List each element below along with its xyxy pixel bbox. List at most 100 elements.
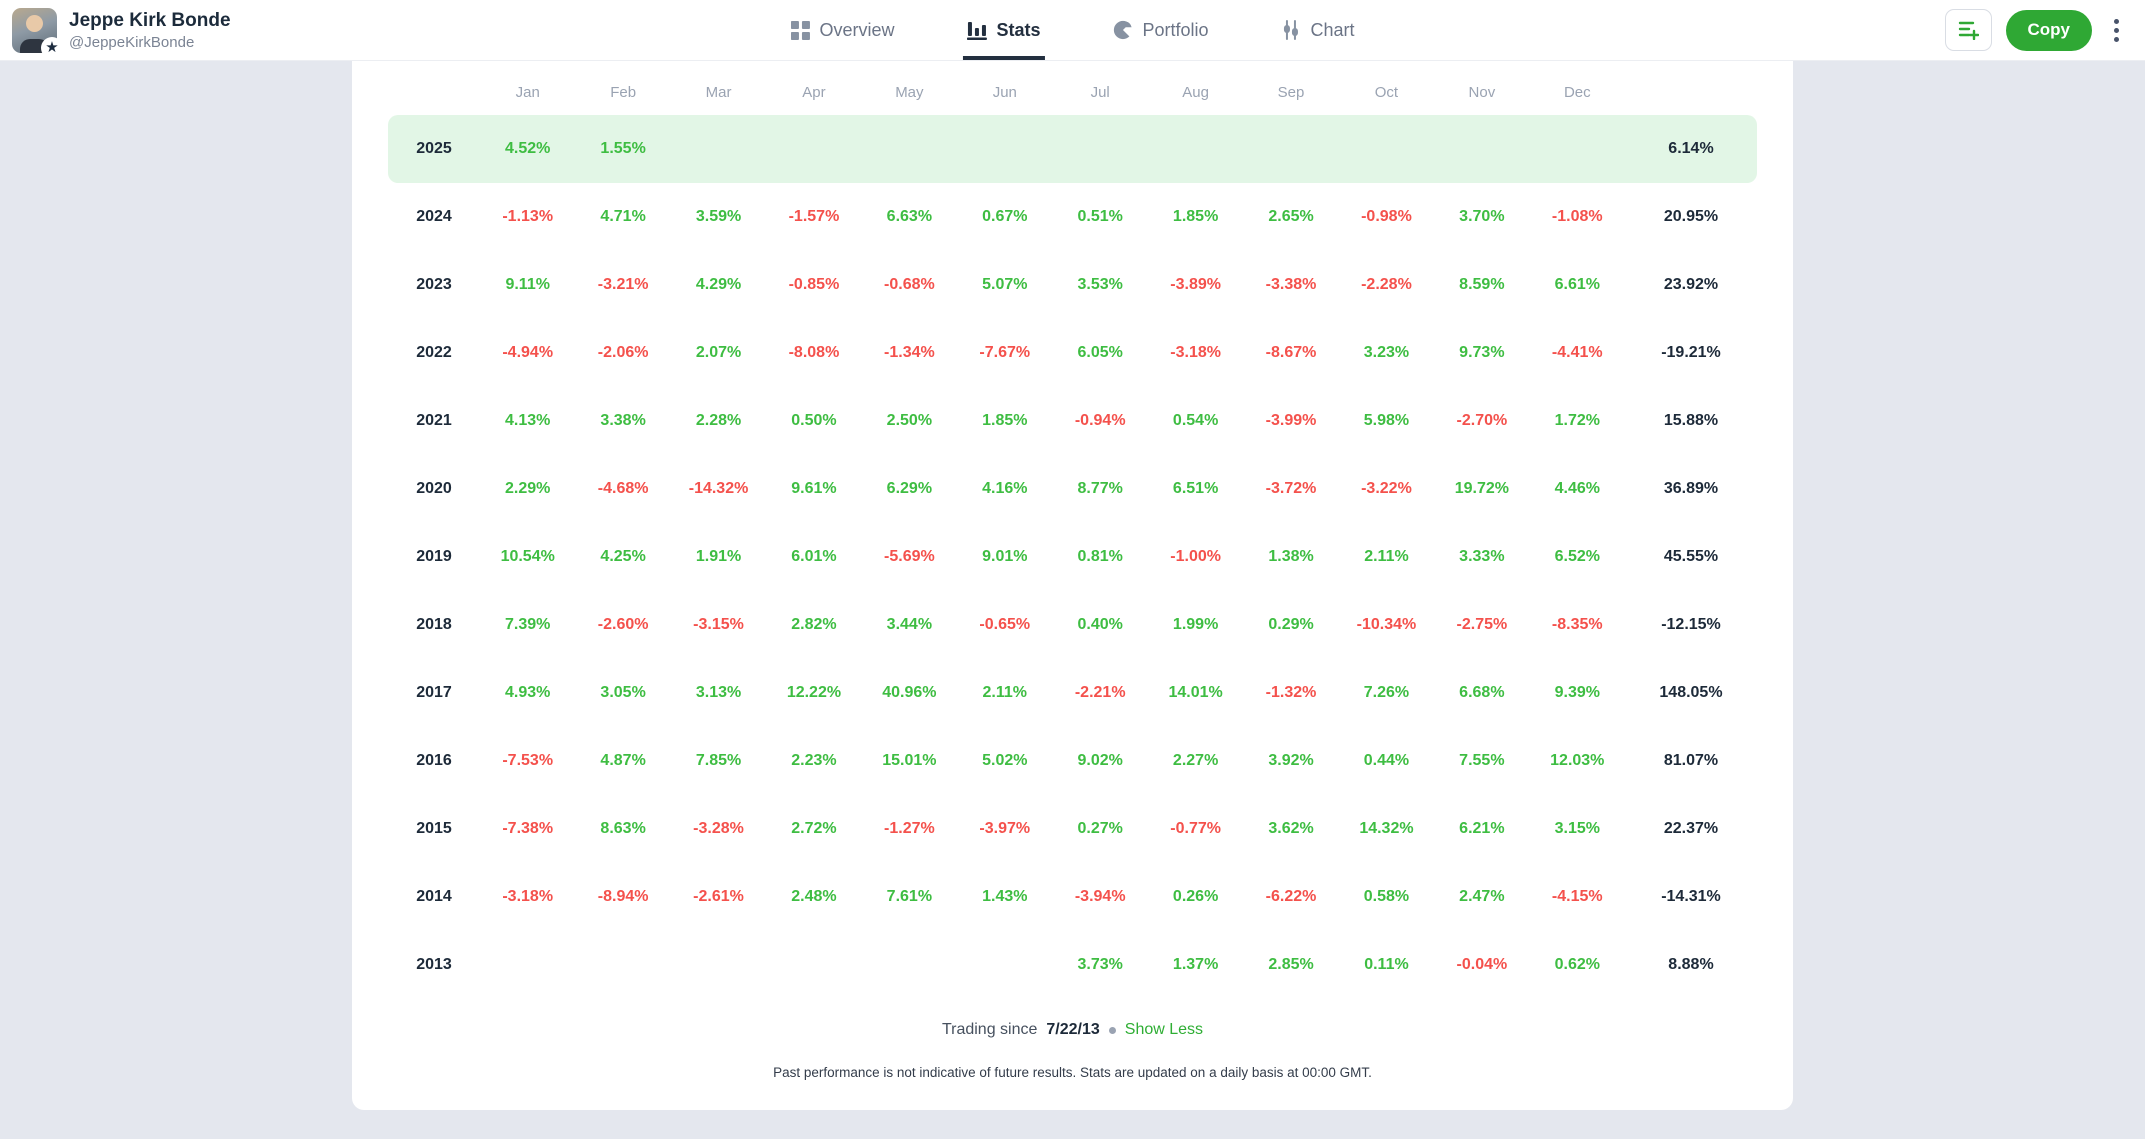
monthly-return: 3.05% (600, 684, 646, 701)
monthly-return: 0.81% (1077, 548, 1123, 565)
monthly-return: 7.61% (886, 888, 933, 905)
monthly-return: 4.16% (982, 480, 1028, 497)
monthly-return: 5.02% (982, 752, 1028, 769)
star-badge-icon: ★ (41, 36, 63, 59)
monthly-return: -8.94% (597, 888, 649, 905)
monthly-return: 0.40% (1077, 616, 1123, 633)
monthly-return: 3.92% (1268, 752, 1314, 769)
monthly-return: 19.72% (1454, 480, 1509, 497)
monthly-return: -1.13% (502, 208, 554, 225)
monthly-return: -1.32% (1265, 684, 1317, 701)
kebab-menu-icon[interactable] (2106, 13, 2127, 48)
monthly-return: 7.85% (695, 752, 742, 769)
monthly-return: 2.23% (791, 752, 837, 769)
monthly-return: 0.58% (1363, 888, 1410, 905)
monthly-return: 1.43% (982, 888, 1028, 905)
monthly-return: -3.18% (1170, 344, 1221, 361)
monthly-return: 9.61% (791, 480, 837, 497)
monthly-return: 8.63% (600, 820, 646, 837)
separator-dot (1108, 1026, 1116, 1034)
monthly-return: 40.96% (882, 684, 937, 701)
monthly-return: 2.72% (791, 820, 837, 837)
trader-username: @JeppeKirkBonde (69, 33, 195, 51)
monthly-return: 5.98% (1363, 412, 1410, 429)
monthly-return: 4.25% (600, 548, 646, 565)
tab-portfolio[interactable]: Portfolio (1108, 0, 1212, 60)
table-row-2024: 2024 -1.13% 4.71% 3.59% -1.57% 6.63% 0.67% 0.51… (388, 183, 1757, 251)
trading-since-row: Trading since 7/22/13 Show Less (388, 1021, 1757, 1039)
monthly-return: 4.71% (600, 208, 646, 225)
monthly-return: -0.85% (788, 276, 840, 293)
top-bar: ★ Jeppe Kirk Bonde @JeppeKirkBonde Overv… (0, 0, 2145, 61)
monthly-return: 4.29% (695, 276, 742, 293)
table-row-2025: 2025 4.52% 1.55% 6.14% (388, 115, 1757, 183)
table-row-2013: 2013 3.73% 1.37% 2.85% 0.11% -0.04% 0.62% 8.88% (388, 931, 1757, 999)
ytd-return: 8.88% (1668, 956, 1714, 973)
monthly-return: -8.08% (788, 344, 840, 361)
monthly-return: 4.13% (505, 412, 551, 429)
monthly-return: -4.41% (1551, 344, 1603, 361)
monthly-return: 14.32% (1359, 820, 1414, 837)
trader-profile-summary[interactable]: ★ Jeppe Kirk Bonde @JeppeKirkBonde (12, 7, 231, 59)
ytd-return: 6.14% (1668, 140, 1714, 157)
monthly-return: -2.60% (597, 616, 649, 633)
monthly-return: 2.11% (982, 684, 1028, 701)
trading-since-date: 7/22/13 (1046, 1021, 1100, 1038)
monthly-return: 9.39% (1554, 684, 1600, 701)
table-header-row: Jan Feb Mar Apr May Jun Jul Aug Sep Oct Nov Dec (388, 61, 1757, 115)
table-row-2015: 2015 -7.38% 8.63% -3.28% 2.72% -1.27% -3.97% 0.… (388, 795, 1757, 863)
tab-label: Chart (1310, 19, 1355, 40)
table-row-2021: 2021 4.13% 3.38% 2.28% 0.50% 2.50% 1.85% -0.94%… (388, 387, 1757, 455)
monthly-return: 4.46% (1554, 480, 1600, 497)
monthly-return: 10.54% (500, 548, 555, 565)
monthly-return: 9.11% (505, 276, 550, 293)
monthly-return: 2.28% (695, 412, 742, 429)
monthly-return: 0.50% (791, 412, 837, 429)
ytd-return: 22.37% (1663, 820, 1719, 837)
monthly-return: 4.93% (505, 684, 551, 701)
ytd-return: 23.92% (1663, 276, 1719, 293)
monthly-return: 0.44% (1363, 752, 1410, 769)
monthly-return: 6.63% (886, 208, 933, 225)
monthly-return: -7.38% (502, 820, 554, 837)
show-less-link[interactable]: Show Less (1124, 1021, 1204, 1038)
monthly-return: -1.27% (884, 820, 935, 837)
table-row-2020: 2020 2.29% -4.68% -14.32% 9.61% 6.29% 4.16% 8.7… (388, 455, 1757, 523)
year-label: 2020 (416, 480, 452, 497)
month-column-header: Mar (705, 83, 732, 101)
copy-button[interactable]: Copy (2005, 9, 2092, 51)
year-label: 2015 (416, 820, 452, 837)
monthly-return: -8.67% (1265, 344, 1317, 361)
ytd-return: 36.89% (1663, 480, 1719, 497)
monthly-return: 1.91% (695, 548, 742, 565)
monthly-return: -1.57% (788, 208, 840, 225)
monthly-return: -1.08% (1551, 208, 1603, 225)
monthly-return: 1.37% (1172, 956, 1219, 973)
monthly-return: -0.94% (1074, 412, 1126, 429)
tab-overview[interactable]: Overview (786, 0, 898, 60)
monthly-return: 3.33% (1459, 548, 1505, 565)
add-to-watchlist-button[interactable] (1944, 9, 1992, 51)
monthly-return: -3.99% (1265, 412, 1317, 429)
year-label: 2021 (416, 412, 452, 429)
monthly-return: -2.75% (1456, 616, 1508, 633)
tab-chart[interactable]: Chart (1277, 0, 1359, 60)
monthly-return: -1.00% (1170, 548, 1221, 565)
table-row-2016: 2016 -7.53% 4.87% 7.85% 2.23% 15.01% 5.02% 9.02… (388, 727, 1757, 795)
monthly-return: 2.50% (886, 412, 933, 429)
month-column-header: Oct (1374, 83, 1399, 101)
monthly-returns-table: Jan Feb Mar Apr May Jun Jul Aug Sep Oct Nov Dec 2025… (388, 61, 1757, 999)
monthly-return: -0.04% (1456, 956, 1508, 973)
monthly-return: 3.15% (1554, 820, 1600, 837)
monthly-return: -1.34% (884, 344, 935, 361)
bar-chart-icon (966, 20, 987, 40)
table-row-2019: 2019 10.54% 4.25% 1.91% 6.01% -5.69% 9.01% 0.81… (388, 523, 1757, 591)
ytd-return: 81.07% (1663, 752, 1719, 769)
monthly-return: 3.44% (886, 616, 933, 633)
monthly-return: 4.87% (600, 752, 646, 769)
monthly-return: 6.29% (886, 480, 933, 497)
disclaimer-text: Past performance is not indicative of fu… (773, 1065, 1372, 1080)
tab-stats[interactable]: Stats (962, 0, 1045, 60)
monthly-return: -0.77% (1170, 820, 1221, 837)
monthly-return: 7.55% (1459, 752, 1505, 769)
